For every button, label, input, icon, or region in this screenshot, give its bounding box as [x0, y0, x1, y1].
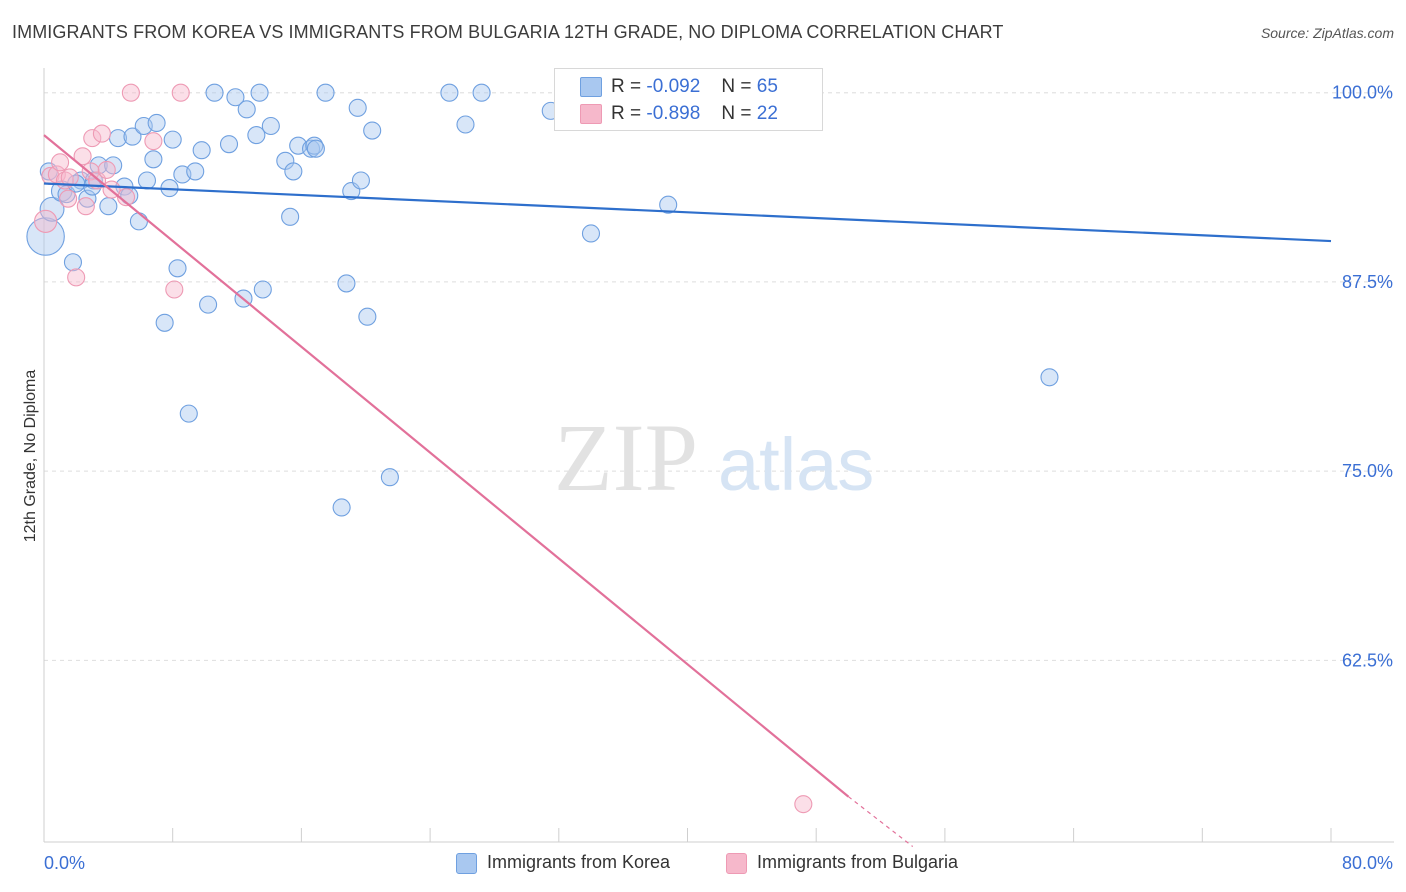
n-label: N = — [721, 76, 752, 97]
korea-point — [472, 83, 491, 102]
watermark-atlas: atlas — [718, 423, 874, 506]
korea-point — [253, 280, 272, 299]
korea-point — [237, 100, 256, 119]
korea-point — [99, 197, 118, 216]
korea-trend-line — [43, 182, 1332, 243]
bulgaria-point — [92, 124, 111, 143]
korea-point — [440, 83, 459, 102]
watermark-zip: ZIP — [554, 404, 698, 511]
r-label: R = — [611, 76, 642, 97]
korea-point — [168, 259, 187, 278]
bulgaria-point — [144, 132, 163, 151]
korea-point — [186, 162, 205, 181]
korea-point — [219, 135, 239, 154]
korea-point — [163, 130, 182, 149]
bulgaria-legend-icon — [726, 853, 747, 874]
korea-point — [337, 274, 356, 293]
r-value: -0.092 — [646, 76, 701, 97]
chart-title: IMMIGRANTS FROM KOREA VS IMMIGRANTS FROM… — [12, 22, 1004, 42]
axes — [43, 68, 1394, 843]
r-value: -0.898 — [646, 103, 701, 124]
bulgaria-point — [34, 209, 58, 233]
legend-label-korea: Immigrants from Korea — [487, 852, 671, 872]
watermark: ZIP atlas — [554, 404, 874, 511]
korea-point — [284, 162, 303, 181]
korea-point — [659, 195, 678, 214]
korea-point — [205, 83, 224, 102]
bulgaria-point — [116, 188, 136, 207]
bulgaria-point — [51, 153, 70, 172]
korea-point — [199, 295, 218, 314]
korea-point — [123, 127, 142, 146]
x-tick-label: 0.0% — [44, 853, 85, 873]
n-value: 22 — [756, 103, 778, 124]
bulgaria-point — [121, 83, 140, 102]
tick-labels: 100.0% 87.5% 75.0% 62.5% 0.0% 80.0% — [44, 83, 1393, 873]
korea-point — [78, 189, 97, 208]
n-label: N = — [721, 103, 752, 124]
bulgaria-point — [97, 160, 116, 179]
bulgaria-point — [60, 168, 79, 187]
bulgaria-point — [73, 147, 92, 166]
legend-label-bulgaria: Immigrants from Bulgaria — [757, 852, 959, 872]
korea-point — [581, 224, 601, 243]
y-tick-label: 100.0% — [1332, 83, 1393, 103]
stats-legend: R = -0.092 N = 65 R = -0.898 N = 22 — [554, 68, 823, 131]
r-label: R = — [611, 103, 642, 124]
y-tick-label: 75.0% — [1342, 461, 1393, 481]
bulgaria-point — [171, 83, 190, 102]
korea-point — [179, 404, 198, 423]
bulgaria-point — [794, 795, 813, 814]
korea-point — [250, 83, 269, 102]
korea-swatch-icon — [580, 77, 602, 97]
korea-point — [363, 121, 382, 140]
korea-point — [261, 116, 280, 136]
korea-point — [380, 468, 399, 487]
korea-point — [144, 150, 163, 169]
korea-point — [192, 141, 211, 160]
korea-point — [137, 171, 157, 190]
korea-point — [39, 196, 65, 222]
korea-point — [305, 136, 324, 155]
x-tick-label: 80.0% — [1342, 853, 1393, 873]
source-label: Source: ZipAtlas.com — [1260, 25, 1394, 41]
korea-legend-icon — [456, 853, 477, 874]
bulgaria-point — [76, 197, 95, 216]
korea-point — [226, 88, 245, 107]
data-points — [26, 83, 1059, 814]
korea-point — [1040, 368, 1059, 387]
bulgaria-point — [165, 280, 184, 299]
korea-point — [247, 126, 266, 145]
korea-point — [306, 139, 325, 158]
y-tick-label: 62.5% — [1342, 650, 1393, 670]
korea-point — [129, 212, 148, 231]
korea-point — [332, 498, 351, 517]
korea-point — [316, 83, 335, 102]
korea-point — [348, 98, 367, 117]
bulgaria-point — [59, 189, 78, 208]
korea-point — [351, 171, 370, 190]
korea-point — [104, 156, 123, 175]
korea-point — [302, 139, 321, 158]
korea-point — [147, 113, 166, 133]
bulgaria-swatch-icon — [580, 104, 602, 124]
bulgaria-point — [83, 129, 102, 148]
korea-point — [281, 207, 300, 226]
korea-point — [155, 313, 174, 332]
y-tick-label: 87.5% — [1342, 272, 1393, 292]
bulgaria-trend-line — [43, 134, 850, 798]
grid-lines — [44, 92, 1394, 661]
bulgaria-trend-extension — [848, 796, 914, 848]
trend-lines — [43, 134, 1332, 848]
bulgaria-point — [67, 268, 86, 287]
korea-point — [63, 253, 83, 272]
n-value: 65 — [756, 76, 778, 97]
korea-point — [456, 115, 475, 134]
korea-point — [358, 307, 377, 326]
